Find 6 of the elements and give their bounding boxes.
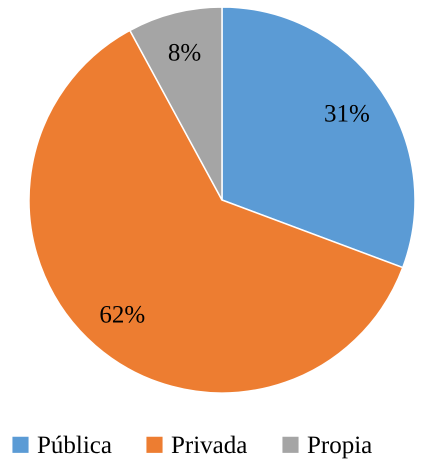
legend-label: Pública (37, 432, 112, 459)
legend-label: Privada (171, 432, 248, 459)
legend-label: Propia (307, 432, 372, 459)
data-label: 8% (168, 40, 202, 67)
data-label: 31% (324, 100, 370, 128)
data-label: 62% (99, 302, 146, 329)
